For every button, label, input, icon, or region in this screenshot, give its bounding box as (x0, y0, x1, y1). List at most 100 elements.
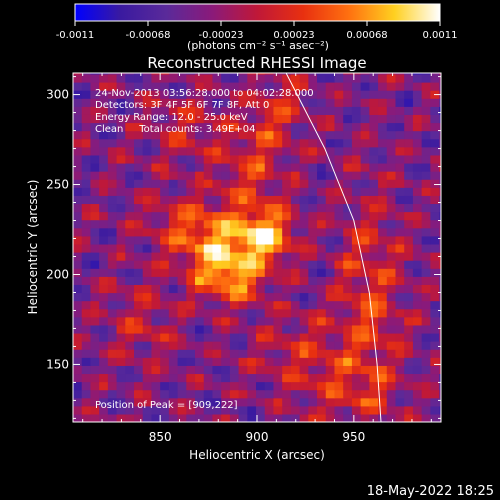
heatmap-cell (351, 405, 362, 415)
heatmap-cell (186, 211, 196, 221)
heatmap-cell (378, 284, 388, 294)
heatmap-cell (90, 203, 100, 213)
heatmap-cell (168, 405, 179, 415)
heatmap-cell (273, 106, 283, 115)
heatmap-cell (107, 332, 118, 342)
heatmap-cell (203, 90, 214, 99)
heatmap-cell (378, 171, 388, 180)
heatmap-cell (160, 130, 170, 140)
heatmap-cell (343, 292, 353, 302)
heatmap-cell (107, 219, 118, 229)
heatmap-cell (177, 171, 187, 180)
heatmap-cell (168, 341, 179, 350)
heatmap-cell (395, 284, 405, 294)
heatmap-cell (351, 332, 362, 342)
heatmap-cell (256, 268, 266, 277)
heatmap-cell (151, 203, 161, 213)
heatmap-cell (273, 179, 283, 188)
heatmap-cell (395, 227, 405, 237)
heatmap-cell (107, 324, 118, 334)
heatmap-cell (369, 171, 379, 180)
heatmap-cell (203, 292, 214, 302)
heatmap-cell (73, 81, 83, 91)
heatmap-cell (73, 211, 83, 221)
heatmap-cell (378, 308, 388, 318)
heatmap-cell (334, 243, 344, 253)
heatmap-cell (73, 276, 83, 285)
heatmap-cell (229, 373, 240, 383)
heatmap-cell (186, 284, 196, 294)
heatmap-cell (177, 316, 187, 326)
heatmap-cell (317, 268, 327, 277)
heatmap-cell (360, 243, 370, 253)
heatmap-cell (186, 106, 196, 115)
heatmap-cell (308, 114, 318, 124)
heatmap-cell (99, 405, 109, 415)
heatmap-cell (421, 138, 431, 148)
heatmap-cell (256, 162, 266, 172)
heatmap-cell (229, 154, 240, 164)
heatmap-cell (142, 243, 153, 253)
heatmap-cell (160, 373, 170, 383)
heatmap-cell (334, 405, 344, 415)
heatmap-cell (107, 106, 118, 115)
heatmap-cell (125, 235, 135, 245)
heatmap-cell (421, 81, 431, 91)
heatmap-cell (299, 162, 309, 172)
heatmap-cell (360, 341, 370, 350)
heatmap-cell (351, 413, 362, 422)
heatmap-cell (247, 219, 257, 229)
heatmap-cell (142, 90, 153, 99)
heatmap-cell (168, 73, 179, 83)
heatmap-cell (273, 73, 283, 75)
heatmap-cell (369, 260, 379, 269)
heatmap-cell (282, 349, 292, 358)
heatmap-cell (203, 357, 214, 366)
heatmap-cell (238, 219, 248, 229)
heatmap-cell (404, 332, 414, 342)
heatmap-cell (386, 73, 397, 83)
heatmap-cell (325, 211, 336, 221)
heatmap-cell (125, 98, 135, 107)
heatmap-cell (290, 203, 301, 213)
heatmap-cell (81, 397, 92, 407)
heatmap-cell (195, 171, 205, 180)
heatmap-cell (264, 276, 275, 285)
heatmap-cell (317, 397, 327, 407)
heatmap-cell (134, 381, 144, 391)
heatmap-cell (186, 413, 196, 422)
heatmap-cell (386, 154, 397, 164)
heatmap-cell (334, 227, 344, 237)
heatmap-cell (134, 81, 144, 91)
heatmap-cell (99, 365, 109, 375)
heatmap-cell (439, 349, 441, 358)
heatmap-cell (325, 227, 336, 237)
heatmap-cell (212, 243, 222, 253)
heatmap-cell (116, 324, 126, 334)
heatmap-cell (343, 211, 353, 221)
heatmap-cell (177, 252, 187, 261)
heatmap-cell (229, 211, 240, 221)
heatmap-cell (134, 357, 144, 366)
heatmap-cell (73, 219, 83, 229)
annotation-clean-counts: Clean Total counts: 3.49E+04 (95, 124, 255, 135)
heatmap-cell (290, 373, 301, 383)
heatmap-cell (212, 114, 222, 124)
heatmap-cell (351, 146, 362, 156)
heatmap-cell (360, 276, 370, 285)
heatmap-cell (308, 365, 318, 375)
heatmap-cell (325, 260, 336, 269)
heatmap-cell (107, 292, 118, 302)
heatmap-cell (107, 357, 118, 366)
heatmap-cell (221, 146, 231, 156)
heatmap-cell (343, 332, 353, 342)
heatmap-cell (351, 73, 362, 83)
heatmap-cell (81, 292, 92, 302)
heatmap-cell (134, 341, 144, 350)
heatmap-cell (343, 308, 353, 318)
heatmap-cell (308, 227, 318, 237)
heatmap-cell (142, 187, 153, 196)
heatmap-cell (195, 284, 205, 294)
heatmap-cell (73, 195, 83, 205)
